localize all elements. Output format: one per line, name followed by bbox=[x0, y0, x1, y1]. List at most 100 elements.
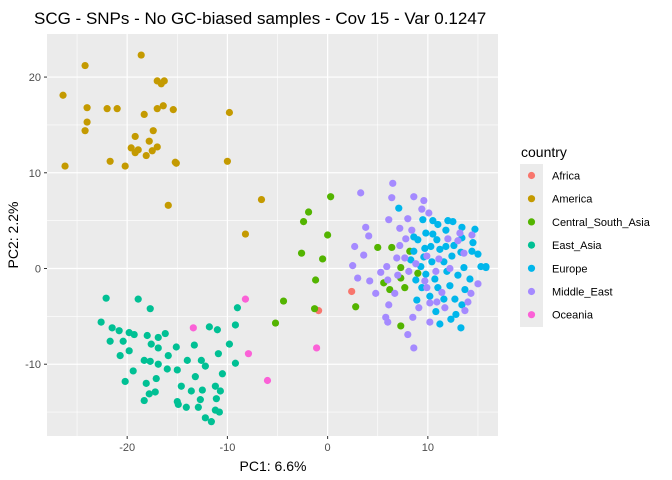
grid-lines bbox=[47, 34, 498, 436]
point-middle-east bbox=[408, 226, 416, 234]
y-axis-ticks: -10 0 10 20 bbox=[25, 72, 47, 371]
point-east-asia bbox=[213, 326, 221, 334]
point-east-asia bbox=[151, 388, 159, 396]
point-east-asia bbox=[134, 295, 142, 303]
point-east-asia bbox=[201, 414, 209, 422]
x-axis-title: PC1: 6.6% bbox=[240, 458, 307, 474]
point-europe bbox=[418, 284, 426, 292]
data-points bbox=[59, 51, 490, 426]
point-middle-east bbox=[423, 252, 431, 260]
point-europe bbox=[442, 242, 450, 251]
point-america bbox=[225, 108, 234, 117]
point-east-asia bbox=[125, 347, 133, 355]
point-middle-east bbox=[415, 304, 423, 312]
point-america bbox=[160, 77, 168, 85]
point-europe bbox=[395, 204, 403, 212]
point-east-asia bbox=[146, 357, 154, 365]
point-middle-east bbox=[456, 229, 464, 237]
point-europe bbox=[458, 301, 466, 309]
point-middle-east bbox=[438, 288, 446, 297]
point-east-asia bbox=[174, 400, 182, 409]
point-middle-east bbox=[460, 249, 468, 257]
point-america bbox=[106, 157, 114, 165]
point-east-asia bbox=[140, 396, 148, 405]
point-america bbox=[153, 143, 161, 151]
point-middle-east bbox=[423, 284, 431, 292]
point-central-south-asia bbox=[299, 218, 308, 226]
point-europe bbox=[436, 320, 444, 328]
legend: country Africa America Central_South_Asia E… bbox=[520, 144, 651, 327]
point-east-asia bbox=[216, 387, 224, 395]
point-europe bbox=[451, 295, 459, 303]
point-east-asia bbox=[190, 341, 198, 349]
point-middle-east bbox=[410, 344, 418, 352]
x-axis-ticks: -20 -10 0 10 bbox=[119, 436, 434, 454]
point-europe bbox=[410, 233, 418, 241]
point-east-asia bbox=[116, 352, 124, 360]
point-middle-east bbox=[401, 254, 409, 262]
point-central-south-asia bbox=[297, 249, 306, 257]
point-america bbox=[145, 137, 153, 145]
point-central-south-asia bbox=[327, 193, 335, 201]
point-middle-east bbox=[402, 235, 410, 243]
point-east-asia bbox=[173, 366, 181, 374]
point-east-asia bbox=[115, 327, 123, 335]
point-east-asia bbox=[182, 403, 190, 411]
point-east-asia bbox=[233, 304, 242, 312]
point-europe bbox=[450, 241, 458, 250]
point-east-asia bbox=[140, 356, 148, 364]
point-east-asia bbox=[183, 356, 191, 364]
point-east-asia bbox=[106, 337, 114, 345]
point-oceania bbox=[263, 376, 272, 385]
point-middle-east bbox=[421, 277, 429, 285]
point-middle-east bbox=[383, 262, 391, 271]
point-middle-east bbox=[372, 289, 380, 297]
point-europe bbox=[436, 245, 444, 253]
legend-label: Africa bbox=[552, 171, 581, 183]
point-europe bbox=[433, 236, 441, 244]
y-tick-label: 10 bbox=[29, 168, 41, 180]
y-axis-title: PC2: 2.2% bbox=[5, 202, 21, 269]
point-east-asia bbox=[119, 337, 127, 345]
point-europe bbox=[428, 258, 436, 266]
point-east-asia bbox=[143, 331, 151, 340]
point-middle-east bbox=[349, 262, 357, 270]
point-central-south-asia bbox=[311, 276, 320, 284]
legend-key-central-south-asia bbox=[527, 218, 536, 226]
point-america bbox=[164, 201, 172, 209]
point-europe bbox=[447, 315, 455, 323]
legend-title: country bbox=[521, 144, 567, 160]
point-central-south-asia bbox=[397, 263, 405, 272]
point-europe bbox=[413, 296, 421, 304]
point-europe bbox=[440, 295, 448, 303]
point-america bbox=[103, 105, 111, 113]
point-america bbox=[61, 162, 69, 170]
point-europe bbox=[458, 223, 466, 231]
point-europe bbox=[426, 292, 434, 300]
point-east-asia bbox=[196, 396, 204, 404]
point-central-south-asia bbox=[388, 243, 396, 252]
point-central-south-asia bbox=[304, 208, 313, 216]
point-east-asia bbox=[121, 377, 129, 386]
point-middle-east bbox=[396, 241, 404, 250]
point-europe bbox=[422, 229, 430, 237]
point-america bbox=[81, 61, 89, 70]
legend-label: Middle_East bbox=[552, 287, 613, 299]
point-east-asia bbox=[142, 379, 150, 387]
point-america bbox=[83, 118, 91, 126]
legend-label: America bbox=[552, 194, 593, 206]
point-middle-east bbox=[418, 205, 426, 213]
point-central-south-asia bbox=[397, 322, 405, 330]
point-middle-east bbox=[435, 255, 443, 263]
point-east-asia bbox=[211, 382, 219, 390]
point-middle-east bbox=[410, 193, 418, 201]
point-europe bbox=[422, 270, 430, 278]
legend-label: Central_South_Asia bbox=[552, 217, 651, 229]
legend-label: Oceania bbox=[552, 310, 594, 322]
point-middle-east bbox=[388, 194, 396, 202]
point-east-asia bbox=[205, 323, 213, 331]
legend-key-america bbox=[527, 195, 536, 203]
point-europe bbox=[419, 216, 427, 224]
point-europe bbox=[446, 282, 454, 290]
point-america bbox=[148, 147, 156, 155]
